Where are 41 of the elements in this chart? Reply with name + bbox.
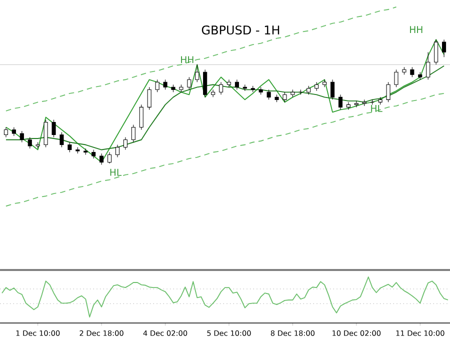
- candlestick: [330, 79, 335, 100]
- candlestick: [28, 136, 32, 149]
- candlestick: [100, 153, 104, 166]
- candlestick: [442, 39, 446, 58]
- candlestick: [155, 79, 160, 92]
- candlestick: [410, 66, 414, 78]
- candlestick: [139, 104, 144, 130]
- candlestick: [394, 69, 398, 88]
- text: HL: [110, 168, 122, 176]
- candlestick: [282, 92, 287, 102]
- candlestick: [163, 79, 168, 90]
- candlestick: [115, 144, 120, 158]
- candlestick: [60, 132, 64, 148]
- candlestick: [12, 126, 16, 136]
- candlestick: [322, 79, 327, 88]
- candlestick: [131, 124, 136, 143]
- candlestick: [203, 69, 208, 98]
- candlestick: [234, 79, 239, 90]
- candlestick: [226, 79, 232, 88]
- candlestick: [386, 82, 390, 102]
- candlestick: [68, 142, 72, 153]
- candlestick: [211, 89, 216, 98]
- candlestick: [219, 82, 224, 95]
- candlestick: [426, 52, 430, 80]
- candlestick: [434, 39, 438, 65]
- candlestick: [266, 89, 271, 100]
- annotation: HL: [371, 105, 382, 112]
- candlestick: [187, 76, 192, 90]
- text: HH: [410, 26, 422, 33]
- candlestick: [52, 119, 56, 138]
- chart-title: GBPUSD - 1H: [202, 25, 280, 35]
- candlestick: [107, 152, 112, 164]
- candlestick: [44, 119, 48, 148]
- annotation: HH: [181, 56, 194, 64]
- candlestick: [147, 86, 152, 110]
- candlestick: [338, 94, 343, 110]
- candlestick: [123, 136, 128, 150]
- candlestick: [20, 130, 24, 143]
- candlestick: [346, 102, 350, 110]
- candlestick: [4, 126, 8, 138]
- candlestick: [195, 64, 200, 82]
